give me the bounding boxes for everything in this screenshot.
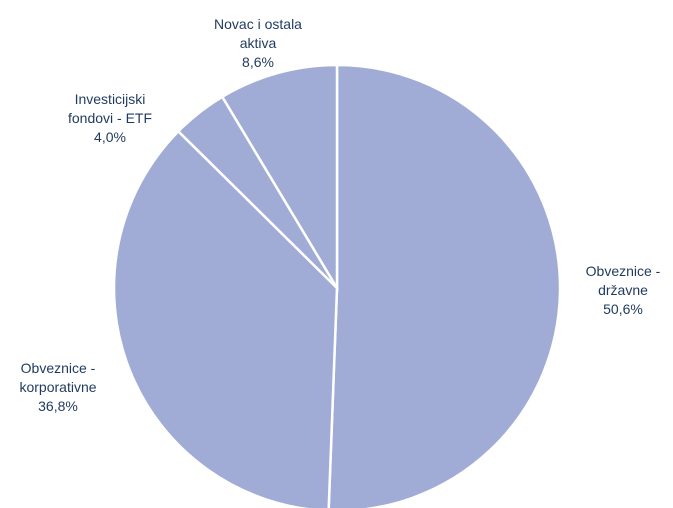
label-percent: 50,6% [603, 301, 643, 317]
pie-slice-drzavne [327, 63, 562, 508]
label-obveznice-korporativne: Obveznice - korporativne 36,8% [2, 359, 114, 416]
label-line1: Obveznice - [20, 360, 96, 376]
pie-slices [112, 63, 562, 508]
label-percent: 36,8% [38, 398, 78, 414]
label-line2: fondovi - ETF [67, 110, 153, 126]
pie-slice-korporativne [112, 129, 339, 508]
label-novac-i-ostala-aktiva: Novac i ostala aktiva 8,6% [198, 15, 318, 72]
label-line1: Investicijski [74, 91, 146, 107]
label-percent: 4,0% [94, 129, 126, 145]
label-line2: aktiva [239, 35, 277, 51]
label-obveznice-drzavne: Obveznice - državne 50,6% [568, 262, 673, 319]
label-line1: Novac i ostala [214, 16, 302, 32]
label-percent: 8,6% [242, 54, 274, 70]
label-line2: korporativne [19, 379, 97, 395]
label-line2: državne [598, 282, 648, 298]
pie-slice-novac [220, 63, 339, 293]
label-line1: Obveznice - [585, 263, 661, 279]
label-investicijski-fondovi-etf: Investicijski fondovi - ETF 4,0% [50, 90, 170, 147]
